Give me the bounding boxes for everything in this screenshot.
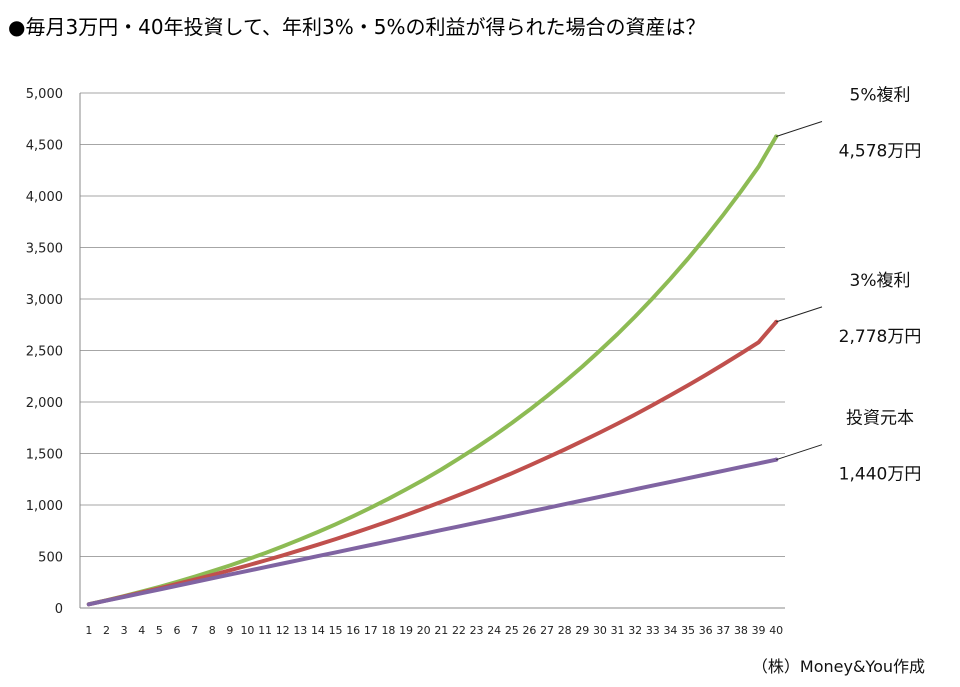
y-tick-label: 3,000 <box>26 293 63 308</box>
y-tick-label: 2,000 <box>26 396 63 411</box>
x-tick-label: 4 <box>138 624 145 637</box>
x-tick-label: 29 <box>575 624 589 637</box>
x-tick-label: 15 <box>329 624 343 637</box>
series-end-value-label: 2,778万円 <box>839 327 922 347</box>
y-tick-label: 1,000 <box>26 499 63 514</box>
x-tick-label: 37 <box>716 624 730 637</box>
x-tick-label: 23 <box>470 624 484 637</box>
x-tick-label: 8 <box>209 624 216 637</box>
x-tick-label: 9 <box>226 624 233 637</box>
x-tick-label: 32 <box>628 624 642 637</box>
x-tick-label: 31 <box>611 624 625 637</box>
x-tick-label: 24 <box>487 624 501 637</box>
x-tick-label: 27 <box>540 624 554 637</box>
leader-line <box>776 120 823 137</box>
series-line <box>86 319 779 607</box>
x-tick-label: 7 <box>191 624 198 637</box>
series-end-value-label: 1,440万円 <box>839 465 922 485</box>
x-tick-label: 36 <box>699 624 713 637</box>
y-tick-label: 1,500 <box>26 448 63 463</box>
x-tick-label: 30 <box>593 624 607 637</box>
x-tick-label: 18 <box>381 624 395 637</box>
y-tick-label: 500 <box>38 551 63 566</box>
y-tick-label: 4,500 <box>26 139 63 154</box>
series-name-label: 3%複利 <box>850 271 911 291</box>
x-tick-label: 28 <box>558 624 572 637</box>
y-tick-label: 3,500 <box>26 242 63 257</box>
x-tick-label: 26 <box>522 624 536 637</box>
x-tick-label: 17 <box>364 624 378 637</box>
series-line <box>86 457 779 607</box>
y-tick-label: 0 <box>55 602 63 617</box>
gridlines <box>80 92 785 609</box>
x-tick-label: 16 <box>346 624 360 637</box>
x-tick-label: 25 <box>505 624 519 637</box>
x-tick-label: 5 <box>156 624 163 637</box>
series-name-label: 投資元本 <box>846 409 914 429</box>
series-line <box>86 134 779 607</box>
x-tick-label: 20 <box>417 624 431 637</box>
x-tick-label: 19 <box>399 624 413 637</box>
y-tick-label: 5,000 <box>26 87 63 102</box>
series-end-value-label: 4,578万円 <box>839 141 922 161</box>
x-tick-label: 11 <box>258 624 272 637</box>
y-tick-label: 4,000 <box>26 190 63 205</box>
x-tick-label: 13 <box>293 624 307 637</box>
x-tick-label: 14 <box>311 624 325 637</box>
x-tick-label: 34 <box>663 624 677 637</box>
x-tick-label: 21 <box>434 624 448 637</box>
y-axis: 0 500 1,000 1,500 2,000 2,500 3,000 3,500 4,000 4… <box>26 87 81 617</box>
x-tick-label: 38 <box>734 624 748 637</box>
x-tick-label: 12 <box>276 624 290 637</box>
x-tick-label: 22 <box>452 624 466 637</box>
series-lines <box>86 134 779 607</box>
x-tick-label: 35 <box>681 624 695 637</box>
leader-line <box>776 306 823 323</box>
chart-title: ●毎月3万円・40年投資して、年利3%・5%の利益が得られた場合の資産は？ <box>8 15 705 39</box>
x-tick-label: 40 <box>769 624 783 637</box>
x-tick-label: 39 <box>752 624 766 637</box>
x-axis: 1 2 3 4 5 6 7 8 9 10 11 12 13 14 15 16 17 18 19 20 21 22 23 24 2… <box>85 624 783 637</box>
x-tick-label: 2 <box>103 624 110 637</box>
leader-line <box>776 444 823 461</box>
x-tick-label: 6 <box>173 624 180 637</box>
y-tick-label: 2,500 <box>26 345 63 360</box>
source-credit: （株）Money&You作成 <box>752 657 925 676</box>
x-tick-label: 10 <box>240 624 254 637</box>
x-tick-label: 33 <box>646 624 660 637</box>
x-tick-label: 3 <box>121 624 128 637</box>
x-tick-label: 1 <box>85 624 92 637</box>
series-name-label: 5%複利 <box>850 85 911 105</box>
